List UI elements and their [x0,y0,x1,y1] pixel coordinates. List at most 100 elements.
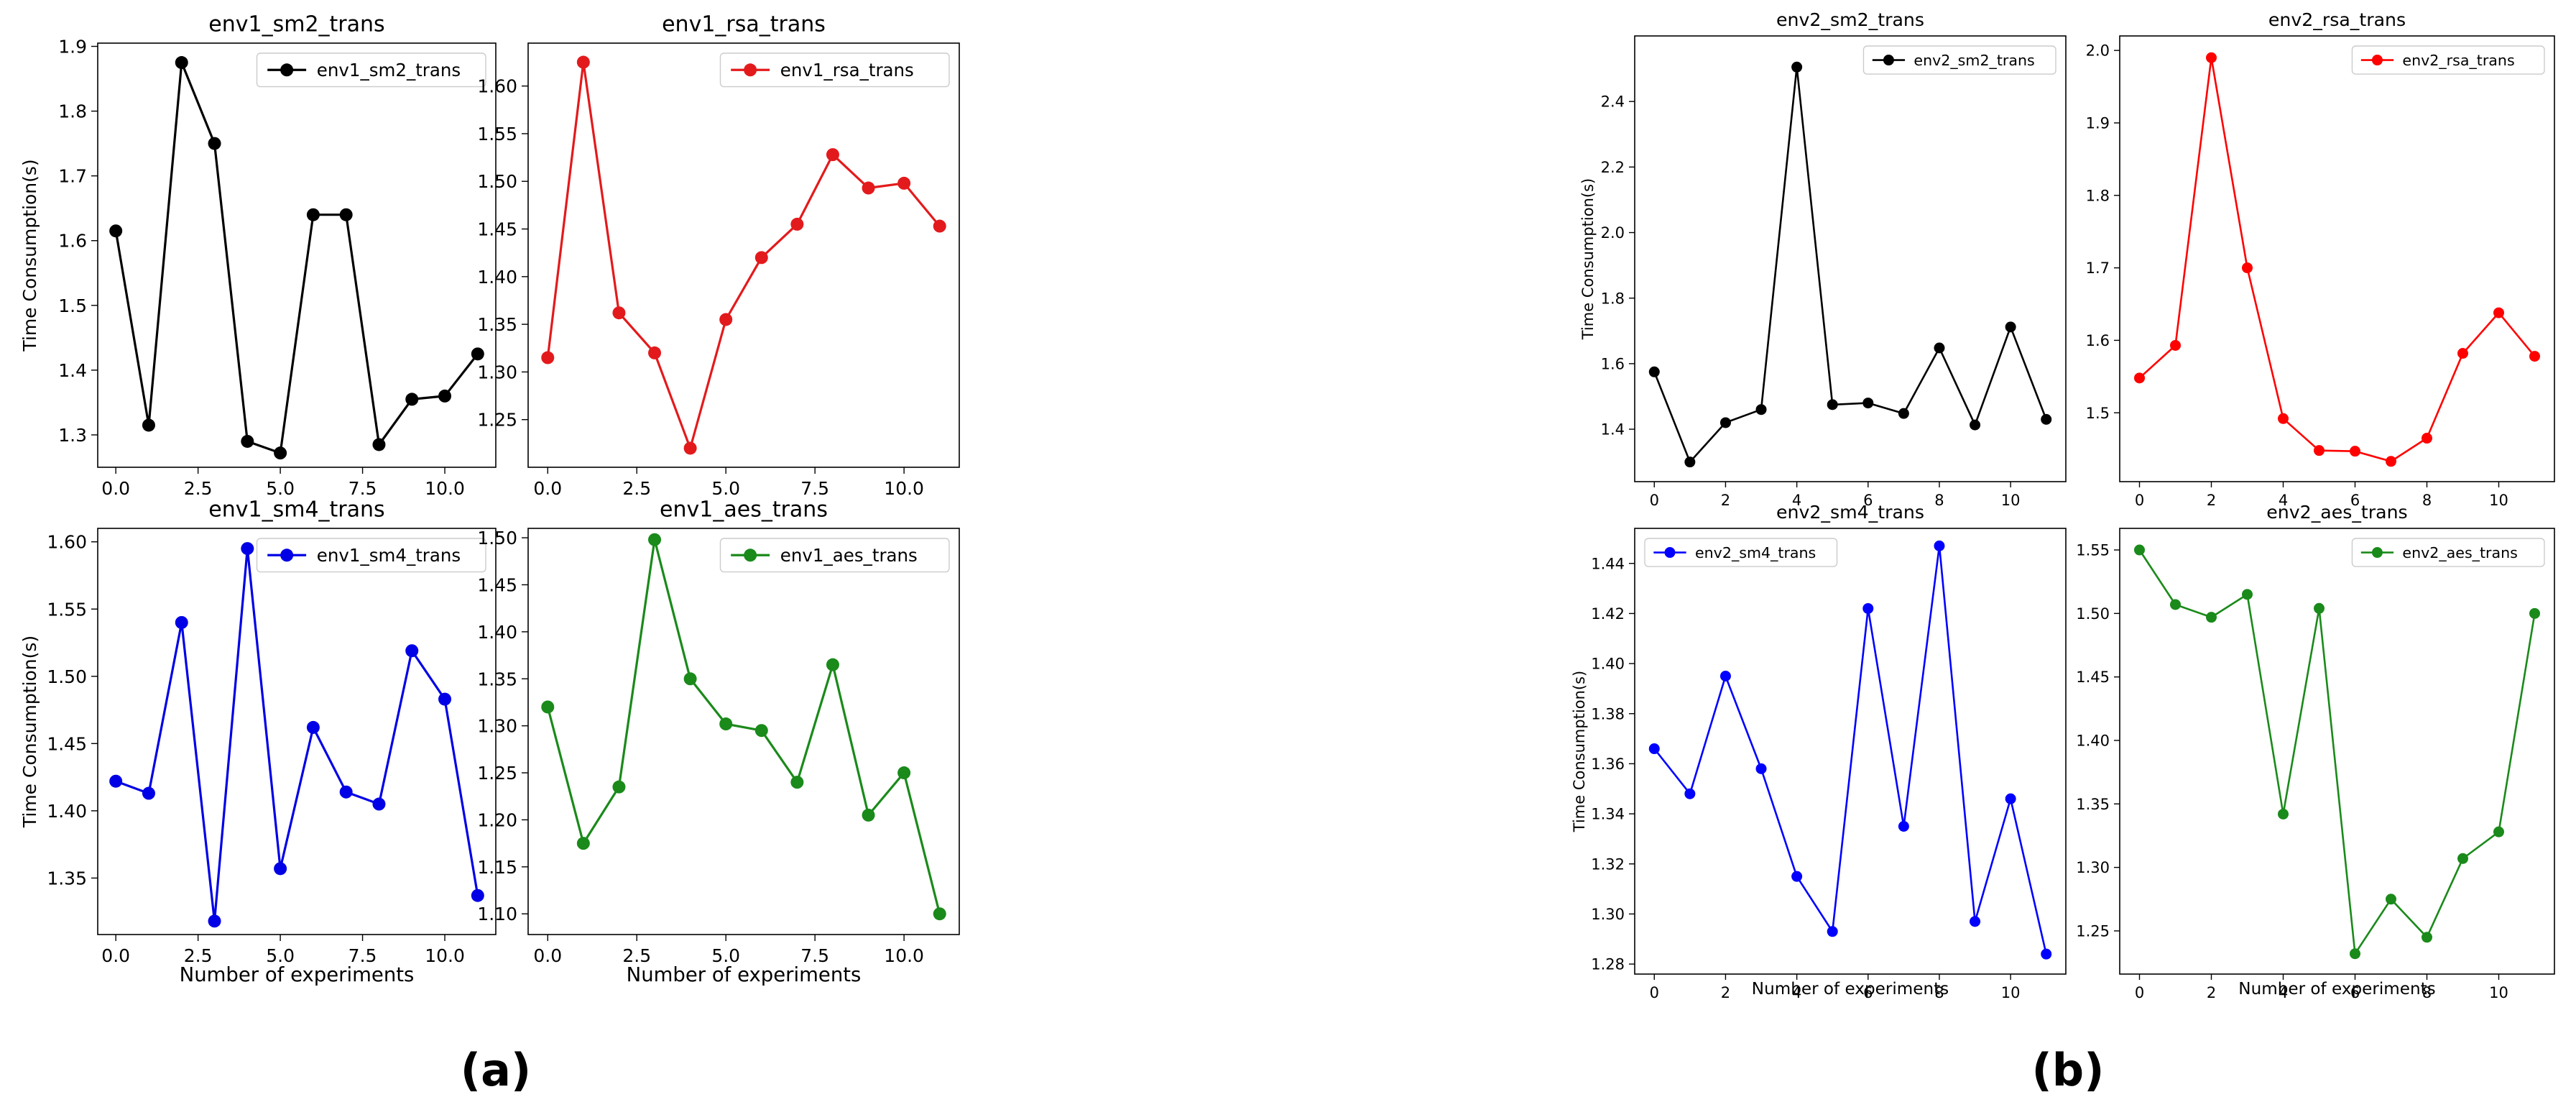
y-tick-label: 1.55 [47,599,87,620]
y-tick-label: 1.60 [477,76,517,97]
x-tick-label: 10.0 [425,478,465,499]
x-tick-label: 5.0 [266,478,295,499]
y-tick-label: 1.34 [1591,806,1625,823]
data-point [862,181,875,195]
data-point [1827,926,1838,937]
y-axis-label: Time Consumption(s) [19,635,40,828]
plot-frame [97,528,497,935]
legend-marker [744,548,757,562]
caption-a: (a) [461,1044,532,1096]
data-point [1791,61,1803,73]
data-point [241,542,254,556]
legend-box [719,52,950,88]
legend-label: env2_sm2_trans [1913,52,2034,70]
y-tick-label: 1.45 [477,219,517,240]
x-tick-label: 8 [1934,984,1944,1001]
chart-panel-env1_rsa_trans: env1_rsa_trans 0.0 2.5 5.0 7.5 10.0 1.25 1.30 1.… [477,12,960,499]
chart-title: env2_sm2_trans [1776,9,1924,30]
x-tick-label: 7.5 [348,945,377,966]
data-point [2005,321,2016,333]
data-point [339,208,353,221]
legend-box [1862,45,2056,75]
y-tick-label: 1.9 [2086,115,2110,132]
data-point [2242,262,2253,274]
y-tick-label: 1.44 [1591,555,1625,572]
x-tick-label: 8 [1934,492,1944,509]
data-point [648,346,662,359]
data-point [306,208,320,221]
series-line [115,547,479,922]
y-tick-label: 1.6 [2086,332,2110,349]
y-tick-label: 1.35 [47,868,87,889]
data-point [754,724,768,738]
data-point [1934,540,1945,551]
data-point [648,533,662,546]
x-axis-label: Number of experiments [1752,980,1949,999]
chart-title: env1_sm4_trans [208,497,384,523]
data-point [2314,602,2325,614]
legend-label: env2_rsa_trans [2402,52,2514,70]
data-point [1898,408,1909,419]
x-tick-label: 4 [1792,984,1801,1001]
data-point [2457,348,2468,359]
x-tick-label: 7.5 [800,478,829,499]
y-tick-label: 1.45 [47,733,87,754]
data-point [142,418,155,432]
data-point [683,441,697,455]
data-point [2422,932,2432,943]
data-point [2350,446,2360,457]
y-tick-label: 1.40 [2076,733,2110,750]
data-point [2529,351,2540,362]
data-point [1755,763,1767,774]
y-tick-label: 1.55 [477,124,517,144]
data-point [2206,612,2217,623]
x-tick-label: 4 [2279,984,2288,1001]
plot-frame [527,42,960,468]
y-tick-label: 1.6 [58,231,87,252]
x-axis-label: Number of experiments [627,963,862,986]
y-tick-label: 1.25 [477,410,517,431]
data-point [208,137,221,150]
data-point [790,776,804,789]
x-axis-label: Number of experiments [2238,980,2435,999]
caption-b: (b) [2031,1044,2104,1096]
y-tick-label: 2.2 [1601,159,1625,176]
y-tick-label: 1.40 [1591,656,1625,673]
chart-title: env1_aes_trans [660,497,828,523]
y-axis-label: Time Consumption(s) [1579,178,1597,340]
x-tick-label: 10 [2001,984,2021,1001]
data-point [754,251,768,265]
legend-marker [280,548,294,562]
data-point [471,347,484,361]
y-tick-label: 1.5 [2086,405,2110,422]
x-tick-label: 4 [1792,492,1801,509]
x-tick-label: 8 [2422,492,2432,509]
data-point [576,55,590,69]
data-point [790,217,804,231]
series-line [1653,66,2047,463]
y-tick-label: 1.4 [58,360,87,381]
legend-box [719,538,950,573]
data-point [2422,433,2432,444]
series-line [2138,549,2536,955]
y-tick-label: 1.32 [1591,855,1625,873]
plot-frame [527,528,960,935]
x-tick-label: 0 [1650,984,1659,1001]
x-tick-label: 10.0 [425,945,465,966]
x-tick-label: 10.0 [884,945,924,966]
x-tick-label: 7.5 [800,945,829,966]
data-point [2134,544,2145,556]
legend-label: env1_rsa_trans [780,60,914,81]
data-point [1648,743,1660,755]
x-tick-label: 10.0 [884,478,924,499]
y-tick-label: 1.50 [477,171,517,192]
plot-frame [97,42,497,468]
data-point [2278,808,2289,820]
data-point [1648,366,1660,377]
y-axis-label: Time Consumption(s) [1571,671,1588,832]
y-tick-label: 1.8 [58,101,87,122]
data-point [372,797,386,811]
data-point [612,780,626,794]
data-point [142,786,155,800]
